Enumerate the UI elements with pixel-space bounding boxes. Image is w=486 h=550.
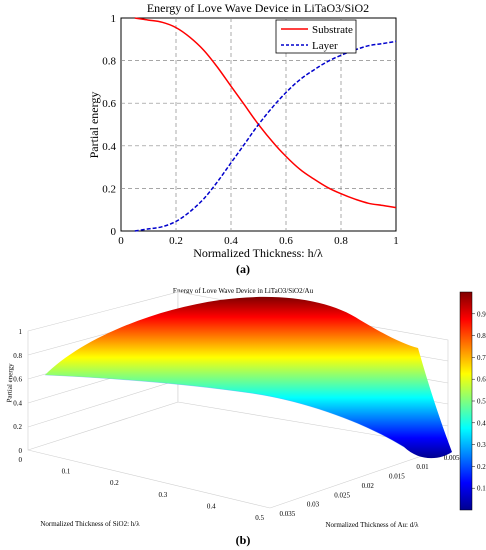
colorbar-gradient [459, 291, 473, 511]
surface-body [45, 296, 452, 459]
panel-label-a: (a) [236, 262, 250, 276]
colorbar-tick-label: 0.3 [477, 441, 486, 449]
colorbar-tick-label: 0.7 [477, 354, 486, 362]
colorbar-tick-label: 0.8 [477, 332, 486, 340]
z-tick-label: 0.2 [13, 423, 22, 431]
line-chart: Energy of Love Wave Device in LiTaO3/SiO… [87, 1, 399, 276]
y-tick-label: 0.6 [102, 98, 116, 110]
z-tick-label: 0.4 [13, 399, 22, 407]
x-tick-label: 1 [393, 235, 399, 247]
z-tick-label: 0.8 [13, 352, 22, 360]
colorbar: 0.1 0.2 0.3 0.4 0.5 0.6 0.7 0.8 0.9 [459, 291, 486, 511]
y-axis-ticks: 0.035 0.03 0.025 0.02 0.015 0.01 0.005 [279, 454, 460, 518]
x-tick-label: 0.6 [279, 235, 293, 247]
legend-layer-label: Layer [312, 40, 338, 52]
chart-b-title: Energy of Love Wave Device in LiTaO3/SiO… [173, 287, 314, 295]
colorbar-ticks: 0.1 0.2 0.3 0.4 0.5 0.6 0.7 0.8 0.9 [472, 310, 486, 493]
x-tick-label: 0.1 [62, 468, 71, 476]
colorbar-tick-label: 0.6 [477, 376, 486, 384]
y-axis-label: Normalized Thickness of Au: d/λ [325, 521, 419, 529]
surface [44, 296, 452, 459]
z-tick-label: 0.6 [13, 376, 22, 384]
floor-edge [269, 446, 449, 509]
series-line-layer [134, 40, 397, 232]
x-tick-label: 0.4 [224, 235, 238, 247]
panel-label-b: (b) [236, 533, 251, 547]
surface-chart: Energy of Love Wave Device in LiTaO3/SiO… [5, 287, 486, 547]
y-tick-label: 0.8 [102, 56, 116, 68]
x-tick-label: 0.2 [169, 235, 183, 247]
y-axis-label: Partial energy [87, 92, 101, 159]
grid-line [27, 379, 179, 428]
y-tick-label: 0.025 [334, 491, 350, 499]
colorbar-tick-label: 0.4 [477, 419, 486, 427]
y-tick-label: 0.005 [444, 454, 460, 462]
x-axis-label: Normalized Thickness of SiO2: h/λ [40, 520, 140, 528]
y-tick-label: 0.01 [416, 463, 429, 471]
z-tick-label: 0 [19, 447, 23, 455]
z-axis-ticks: 0 0.2 0.4 0.6 0.8 1 [13, 328, 22, 455]
surface-front-edge [44, 374, 405, 448]
x-tick-label: 0.2 [110, 479, 119, 487]
axis-ticks: 0 0.2 0.4 0.6 0.8 1 0 0.2 0.4 0.6 0.8 1 [102, 13, 399, 247]
legend-box [275, 19, 357, 54]
y-tick-label: 0.02 [362, 482, 375, 490]
x-tick-label: 0.4 [207, 502, 216, 510]
legend: Substrate Layer [275, 19, 357, 54]
y-tick-label: 1 [111, 13, 117, 25]
y-tick-label: 0.4 [102, 141, 116, 153]
colorbar-tick-label: 0.9 [477, 310, 486, 318]
y-tick-label: 0.2 [102, 183, 116, 195]
series-line-substrate [134, 17, 397, 209]
x-tick-label: 0 [118, 235, 124, 247]
y-tick-label: 0 [111, 226, 117, 238]
x-axis-ticks: 0 0.1 0.2 0.3 0.4 0.5 [19, 456, 265, 522]
colorbar-tick-label: 0.1 [477, 485, 486, 493]
x-tick-label: 0 [19, 456, 23, 464]
z-axis-label: Partial energy [5, 363, 14, 403]
chart-a-title: Energy of Love Wave Device in LiTaO3/SiO… [147, 1, 369, 15]
x-tick-label: 0.5 [255, 514, 264, 522]
colorbar-tick-label: 0.5 [477, 398, 486, 406]
series-lines [134, 17, 397, 232]
y-tick-label: 0.035 [279, 510, 295, 518]
x-tick-label: 0.8 [334, 235, 348, 247]
legend-substrate-label: Substrate [312, 24, 353, 36]
floor-edge [27, 449, 271, 509]
x-tick-label: 0.3 [158, 491, 167, 499]
y-tick-label: 0.015 [389, 473, 405, 481]
grid [121, 18, 396, 231]
colorbar-tick-label: 0.2 [477, 463, 486, 471]
y-tick-label: 0.03 [307, 501, 320, 509]
x-axis-label: Normalized Thickness: h/λ [193, 246, 323, 260]
z-tick-label: 1 [19, 328, 23, 336]
